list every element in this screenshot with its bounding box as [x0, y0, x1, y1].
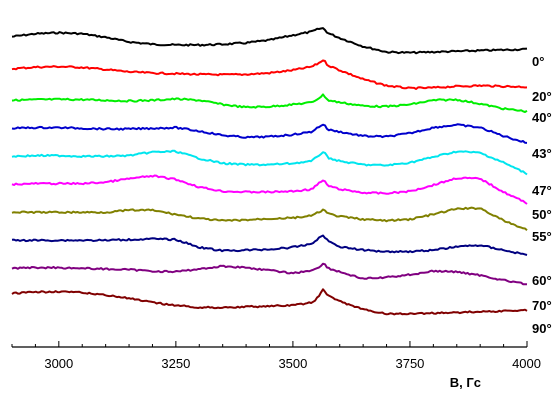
angle-label-8: 70° — [532, 298, 552, 313]
angle-label-3: 43° — [532, 146, 552, 161]
trace-5 — [11, 174, 528, 205]
angle-label-9: 90° — [532, 321, 552, 336]
trace-0 — [11, 27, 528, 55]
angle-label-1: 20° — [532, 89, 552, 104]
angle-label-6: 55° — [532, 229, 552, 244]
trace-4 — [11, 149, 528, 176]
angle-labels: 0° 20° 40° 43° 47° 50° 55° 60° 70° 90° — [532, 54, 552, 336]
trace-8 — [11, 262, 528, 286]
x-axis: 3000 3250 3500 3750 4000 B, Гс — [11, 341, 541, 390]
angle-label-5: 50° — [532, 207, 552, 222]
trace-1 — [11, 59, 528, 90]
x-axis-title: B, Гс — [450, 375, 481, 390]
trace-7 — [11, 234, 528, 256]
x-tick-label: 4000 — [512, 356, 541, 371]
trace-6 — [11, 206, 528, 231]
x-tick-label: 3500 — [278, 356, 307, 371]
x-tick-label: 3750 — [395, 356, 424, 371]
angle-label-0: 0° — [532, 54, 544, 69]
trace-9 — [11, 288, 528, 316]
x-tick-label: 3250 — [161, 356, 190, 371]
traces — [11, 27, 528, 316]
angle-label-4: 47° — [532, 183, 552, 198]
trace-2 — [11, 93, 528, 113]
trace-3 — [11, 123, 528, 144]
angle-label-2: 40° — [532, 110, 552, 125]
x-tick-label: 3000 — [44, 356, 73, 371]
angle-label-7: 60° — [532, 273, 552, 288]
